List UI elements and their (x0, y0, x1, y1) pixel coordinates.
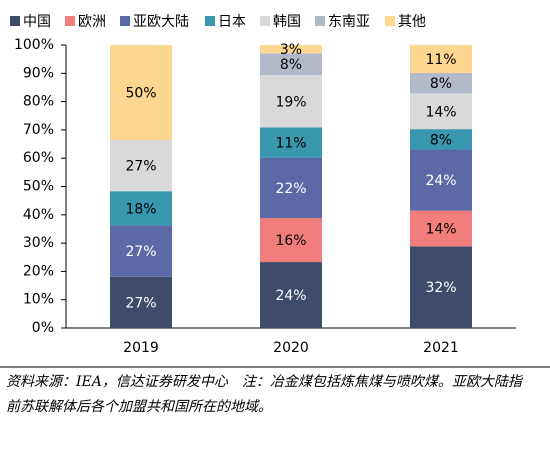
bar-segment (410, 210, 472, 247)
legend-label: 日本 (218, 14, 246, 30)
y-tick-label: 90% (23, 65, 54, 81)
bar-segment (260, 75, 322, 128)
data-label: 3% (280, 42, 302, 58)
y-tick-label: 40% (23, 207, 54, 223)
bar-segment (260, 127, 322, 158)
bar-segment (110, 191, 172, 226)
y-tick-label: 60% (23, 150, 54, 166)
bar-segment (410, 129, 472, 150)
y-tick-label: 70% (23, 122, 54, 138)
data-label: 8% (430, 76, 452, 92)
y-tick-label: 50% (23, 179, 54, 195)
legend-label: 中国 (23, 14, 51, 30)
data-label: 27% (125, 244, 156, 260)
legend-swatch (205, 16, 215, 26)
legend-label: 韩国 (273, 14, 301, 30)
legend-swatch (385, 16, 395, 26)
data-label: 11% (275, 136, 306, 152)
data-label: 27% (125, 295, 156, 311)
data-label: 50% (125, 85, 156, 101)
bar-segment (110, 45, 172, 140)
legend-swatch (10, 16, 20, 26)
legend-swatch (260, 16, 270, 26)
data-label: 16% (275, 233, 306, 249)
legend-swatch (120, 16, 130, 26)
bar-segment (410, 246, 472, 328)
bar-segment (410, 73, 472, 94)
data-label: 24% (275, 288, 306, 304)
legend-label: 亚欧大陆 (133, 14, 189, 30)
data-label: 22% (275, 181, 306, 197)
x-tick-label: 2020 (273, 340, 309, 356)
y-tick-label: 0% (32, 320, 54, 336)
y-tick-label: 30% (23, 235, 54, 251)
bar-segment (110, 225, 172, 277)
legend-swatch (315, 16, 325, 26)
chart: 0% 10% 20% 30% 40% 50% 60% 70% 80% 90% 100% 中国 欧洲 亚欧大… (0, 14, 550, 368)
data-label: 27% (125, 159, 156, 175)
y-tick-label: 20% (23, 263, 54, 279)
data-label: 14% (425, 104, 456, 120)
data-label: 18% (125, 201, 156, 217)
bar-segment (410, 149, 472, 211)
source-note: 资料来源：IEA，信达证券研发中心 注：冶金煤包括炼焦煤与喷吹煤。亚欧大陆指前苏… (6, 374, 522, 415)
x-tick-label: 2019 (123, 340, 159, 356)
y-tick-label: 100% (14, 37, 54, 53)
data-label: 14% (425, 222, 456, 238)
data-label: 8% (280, 57, 302, 73)
bar-segment (260, 157, 322, 219)
x-tick-label: 2021 (423, 340, 459, 356)
data-label: 8% (430, 132, 452, 148)
y-tick-label: 80% (23, 94, 54, 110)
bar-segment (260, 45, 322, 54)
bar-segment (260, 53, 322, 76)
data-label: 19% (275, 94, 306, 110)
data-label: 24% (425, 173, 456, 189)
legend-label: 欧洲 (78, 14, 106, 30)
data-label: 32% (425, 280, 456, 296)
legend-label: 其他 (398, 14, 426, 30)
legend-swatch (65, 16, 75, 26)
bar-segment (110, 276, 172, 328)
y-tick-label: 10% (23, 292, 54, 308)
bar-segment (410, 93, 472, 130)
data-label: 11% (425, 52, 456, 68)
bar-segment (260, 218, 322, 263)
bar-segment (410, 45, 472, 74)
legend-label: 东南亚 (328, 14, 370, 30)
bar-segment (260, 262, 322, 328)
bar-segment (110, 139, 172, 192)
